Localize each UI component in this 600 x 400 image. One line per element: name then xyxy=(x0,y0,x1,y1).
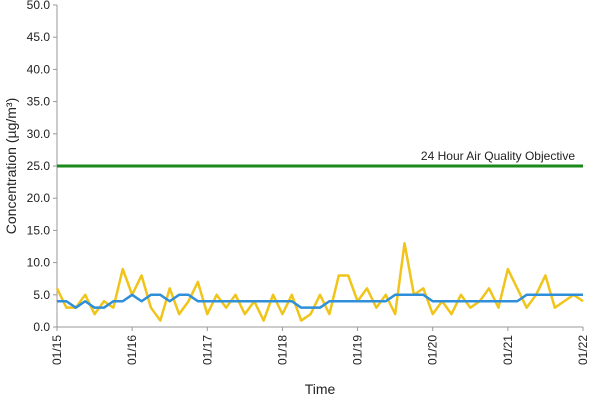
x-tick-label: 01/21 xyxy=(501,335,515,365)
x-tick-label: 01/17 xyxy=(200,335,214,365)
y-tick-label: 25.0 xyxy=(27,159,51,173)
y-tick-label: 15.0 xyxy=(27,223,51,237)
y-tick-label: 5.0 xyxy=(33,288,50,302)
y-tick-label: 35.0 xyxy=(27,95,51,109)
x-tick-label: 01/18 xyxy=(275,335,289,365)
y-tick-label: 0.0 xyxy=(33,320,50,334)
y-axis-label: Concentration (µg/m³) xyxy=(3,98,19,234)
y-tick-label: 45.0 xyxy=(27,30,51,44)
x-axis-label: Time xyxy=(305,381,336,397)
x-tick-label: 01/16 xyxy=(125,335,139,365)
x-tick-label: 01/19 xyxy=(351,335,365,365)
x-tick-label: 01/22 xyxy=(576,335,590,365)
y-tick-label: 50.0 xyxy=(27,0,51,12)
x-tick-label: 01/20 xyxy=(426,335,440,365)
x-tick-label: 01/15 xyxy=(50,335,64,365)
series-line xyxy=(55,242,584,322)
y-tick-label: 20.0 xyxy=(27,191,51,205)
threshold-label: 24 Hour Air Quality Objective xyxy=(421,149,575,163)
y-tick-label: 10.0 xyxy=(27,256,51,270)
y-tick-label: 30.0 xyxy=(27,127,51,141)
y-tick-label: 40.0 xyxy=(27,62,51,76)
series-line xyxy=(57,293,583,309)
